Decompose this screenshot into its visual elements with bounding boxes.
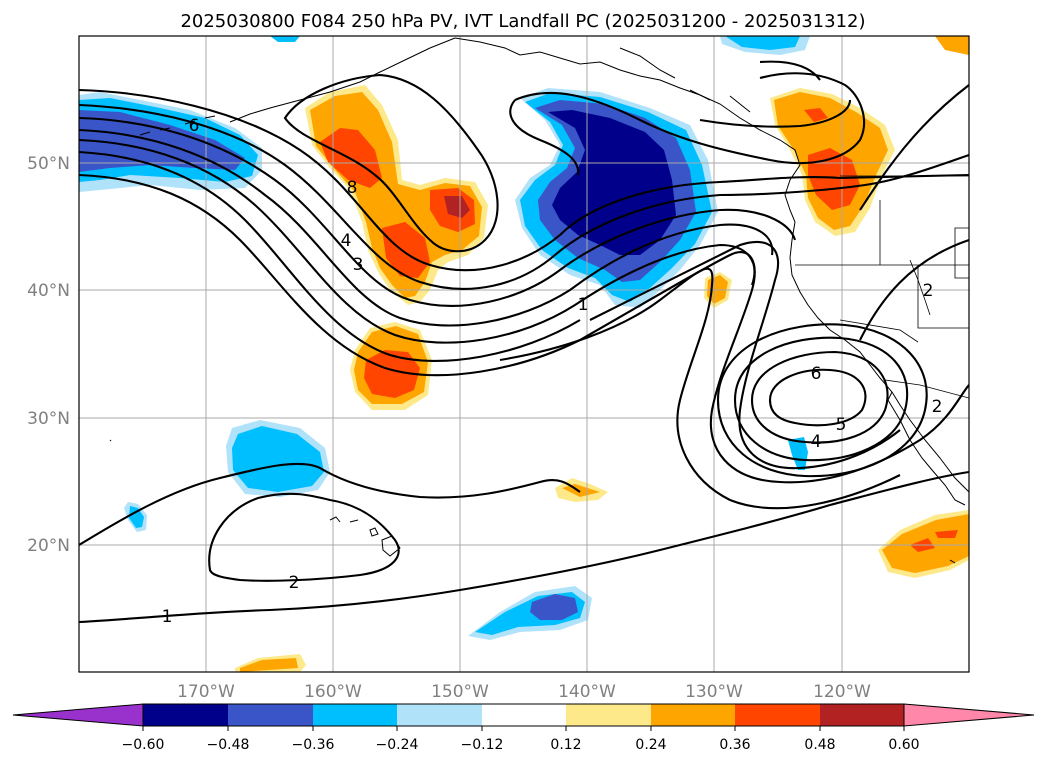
contour-label: 6 xyxy=(811,364,822,384)
colorbar-tick-label: −0.24 xyxy=(376,737,419,753)
colorbar-swatch xyxy=(313,704,397,726)
warm-anomaly-southeast xyxy=(878,510,969,578)
colorbar-tick-label: −0.60 xyxy=(122,737,165,753)
lon-label: 120°W xyxy=(813,682,871,702)
lon-label: 150°W xyxy=(431,682,489,702)
blue-anomaly-north xyxy=(270,36,810,55)
colorbar-swatch xyxy=(651,704,735,726)
contour-label: 3 xyxy=(353,255,364,275)
colorbar-tick-label: −0.48 xyxy=(207,737,250,753)
colorbar-tick-label: −0.12 xyxy=(461,737,504,753)
colorbar-tick-label: 0.48 xyxy=(804,737,835,753)
latitude-labels: 50°N 40°N 30°N 20°N xyxy=(27,154,70,556)
colorbar-extend-high xyxy=(903,703,1035,727)
lat-label: 30°N xyxy=(27,409,70,429)
lat-label: 50°N xyxy=(27,154,70,174)
lon-label: 140°W xyxy=(558,682,616,702)
colorbar-tick-label: 0.60 xyxy=(888,737,919,753)
colorbar-tick-label: 0.12 xyxy=(550,737,581,753)
colorbar-tick-label: 0.36 xyxy=(719,737,750,753)
warm-anomaly-subtropical xyxy=(350,322,432,410)
colorbar-ticks xyxy=(142,726,905,731)
colorbar-swatch xyxy=(228,704,313,726)
lat-label: 20°N xyxy=(27,536,70,556)
blue-anomaly-baja xyxy=(788,437,808,470)
contour-label: 4 xyxy=(341,231,352,251)
colorbar-tick-label: 0.24 xyxy=(635,737,666,753)
contour-lines xyxy=(79,60,969,624)
borders xyxy=(795,175,969,399)
blue-anomaly-south xyxy=(468,586,592,640)
colorbar-extend-low xyxy=(12,703,144,727)
lon-label: 130°W xyxy=(685,682,743,702)
contour-label: 8 xyxy=(347,178,358,198)
map-panel: 6 8 4 3 1 6 5 4 2 2 1 2 xyxy=(78,35,970,673)
map-title: 2025030800 F084 250 hPa PV, IVT Landfall… xyxy=(180,11,865,32)
longitude-labels: 170°W 160°W 150°W 140°W 130°W 120°W xyxy=(177,682,871,702)
contour-label: 6 xyxy=(189,116,200,136)
colorbar: −0.60 −0.48 −0.36 −0.24 −0.12 0.12 0.24 … xyxy=(12,703,1035,753)
pv-shading xyxy=(79,36,969,672)
colorbar-swatch xyxy=(397,704,482,726)
contour-label: 4 xyxy=(811,432,822,452)
lon-label: 160°W xyxy=(304,682,362,702)
lat-label: 40°N xyxy=(27,281,70,301)
contour-label-group: 6 8 4 3 1 6 5 4 2 2 1 2 xyxy=(162,116,943,627)
contour-label: 2 xyxy=(932,397,943,417)
colorbar-swatch xyxy=(820,704,904,726)
contour-label: 1 xyxy=(162,607,173,627)
lon-label: 170°W xyxy=(177,682,235,702)
map-frame xyxy=(78,35,970,673)
colorbar-swatch xyxy=(143,704,228,726)
colorbar-swatch xyxy=(482,704,566,726)
contour-label: 2 xyxy=(923,281,934,301)
colorbar-swatch xyxy=(566,704,651,726)
colorbar-tick-label: −0.36 xyxy=(292,737,335,753)
contour-label: 1 xyxy=(578,295,589,315)
contour-label: 2 xyxy=(289,573,300,593)
contour-label: 5 xyxy=(836,415,847,435)
colorbar-swatch xyxy=(735,704,820,726)
blue-anomaly-subtropical xyxy=(124,420,330,532)
